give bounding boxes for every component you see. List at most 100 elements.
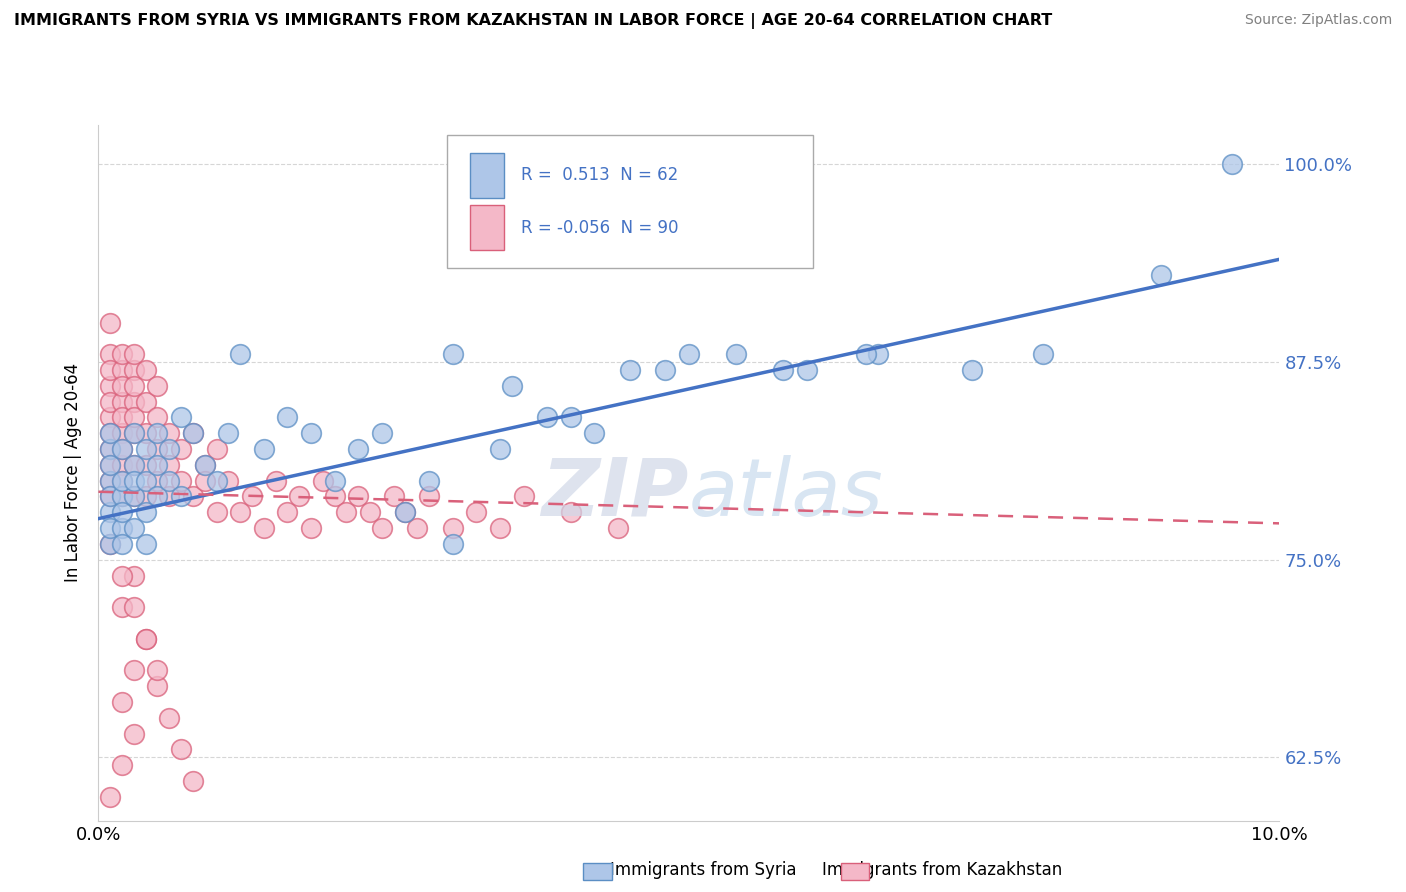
Point bbox=[98, 316, 121, 330]
Point bbox=[1220, 157, 1243, 171]
Text: Source: ZipAtlas.com: Source: ZipAtlas.com bbox=[1244, 13, 1392, 28]
Point bbox=[406, 521, 429, 535]
Point bbox=[98, 426, 121, 441]
Point bbox=[394, 505, 416, 519]
Point bbox=[205, 505, 228, 519]
Point bbox=[111, 347, 134, 361]
FancyBboxPatch shape bbox=[447, 136, 813, 268]
Point bbox=[772, 363, 794, 377]
Point bbox=[111, 442, 134, 456]
Point bbox=[181, 426, 204, 441]
Point bbox=[111, 758, 134, 772]
Point bbox=[111, 537, 134, 551]
Point bbox=[122, 394, 145, 409]
Point bbox=[418, 474, 440, 488]
Point bbox=[146, 426, 169, 441]
Point bbox=[170, 742, 193, 756]
Point bbox=[536, 410, 558, 425]
Point bbox=[205, 442, 228, 456]
Point bbox=[394, 505, 416, 519]
Point bbox=[418, 490, 440, 504]
Point bbox=[111, 695, 134, 709]
Point bbox=[276, 505, 298, 519]
Point bbox=[122, 474, 145, 488]
Point bbox=[170, 442, 193, 456]
Point bbox=[122, 363, 145, 377]
Text: atlas: atlas bbox=[689, 455, 884, 533]
Point bbox=[347, 442, 370, 456]
Point bbox=[111, 442, 134, 456]
Point bbox=[181, 774, 204, 789]
Point bbox=[111, 490, 134, 504]
Point bbox=[359, 505, 381, 519]
Point bbox=[583, 426, 606, 441]
Point bbox=[98, 505, 121, 519]
Point bbox=[135, 363, 157, 377]
Point bbox=[181, 490, 204, 504]
Point bbox=[135, 632, 157, 646]
Point bbox=[135, 632, 157, 646]
Point bbox=[111, 394, 134, 409]
Point bbox=[111, 378, 134, 392]
Point bbox=[229, 505, 252, 519]
Point bbox=[347, 490, 370, 504]
Point bbox=[170, 410, 193, 425]
Point bbox=[135, 458, 157, 472]
Point bbox=[1150, 268, 1173, 282]
Point bbox=[111, 521, 134, 535]
Point bbox=[170, 474, 193, 488]
Point bbox=[962, 363, 984, 377]
Point bbox=[98, 426, 121, 441]
Text: IMMIGRANTS FROM SYRIA VS IMMIGRANTS FROM KAZAKHSTAN IN LABOR FORCE | AGE 20-64 C: IMMIGRANTS FROM SYRIA VS IMMIGRANTS FROM… bbox=[14, 13, 1052, 29]
Point bbox=[489, 521, 512, 535]
Point bbox=[122, 426, 145, 441]
Point bbox=[607, 521, 630, 535]
Point bbox=[229, 347, 252, 361]
Point bbox=[1032, 347, 1054, 361]
Point bbox=[122, 568, 145, 582]
Point bbox=[135, 474, 157, 488]
Point bbox=[217, 474, 239, 488]
Point bbox=[122, 664, 145, 678]
Point bbox=[111, 410, 134, 425]
Point bbox=[170, 490, 193, 504]
Point bbox=[122, 726, 145, 740]
Point bbox=[135, 394, 157, 409]
Point bbox=[194, 458, 217, 472]
Point bbox=[465, 505, 488, 519]
Point bbox=[111, 363, 134, 377]
Point bbox=[194, 458, 217, 472]
Point bbox=[146, 410, 169, 425]
Point bbox=[122, 410, 145, 425]
Point bbox=[98, 458, 121, 472]
Point bbox=[98, 490, 121, 504]
Point bbox=[135, 442, 157, 456]
Point bbox=[135, 505, 157, 519]
Point bbox=[98, 347, 121, 361]
Text: Immigrants from Kazakhstan: Immigrants from Kazakhstan bbox=[823, 861, 1062, 879]
Point bbox=[98, 394, 121, 409]
Point bbox=[253, 442, 276, 456]
Text: ZIP: ZIP bbox=[541, 455, 689, 533]
Point bbox=[98, 458, 121, 472]
Point bbox=[560, 410, 582, 425]
Point bbox=[146, 442, 169, 456]
Point bbox=[217, 426, 239, 441]
Point bbox=[371, 521, 394, 535]
FancyBboxPatch shape bbox=[471, 153, 503, 198]
Point bbox=[146, 378, 169, 392]
Point bbox=[98, 490, 121, 504]
Text: R = -0.056  N = 90: R = -0.056 N = 90 bbox=[522, 219, 679, 236]
Point bbox=[382, 490, 405, 504]
Point bbox=[146, 474, 169, 488]
Point bbox=[146, 679, 169, 693]
Point bbox=[111, 490, 134, 504]
Point bbox=[441, 537, 464, 551]
Point bbox=[122, 458, 145, 472]
Point bbox=[146, 490, 169, 504]
Point bbox=[111, 426, 134, 441]
Point bbox=[146, 664, 169, 678]
Point bbox=[288, 490, 311, 504]
Point bbox=[111, 600, 134, 615]
Point bbox=[512, 490, 534, 504]
